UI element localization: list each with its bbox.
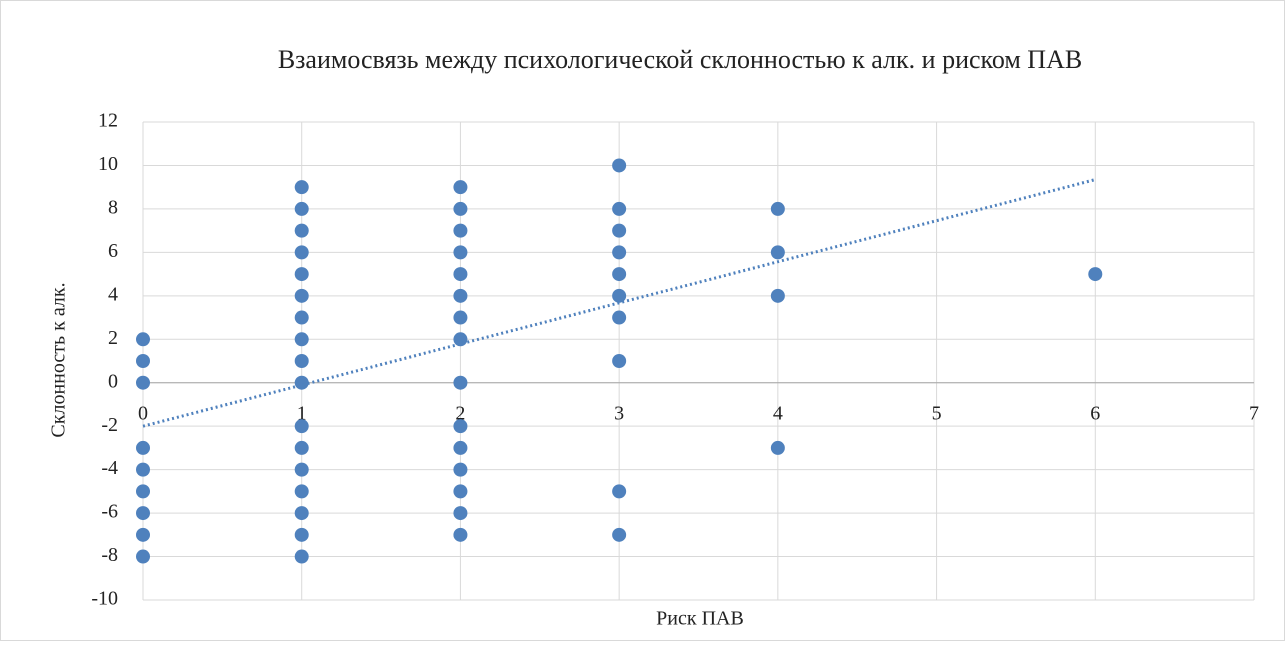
data-point: [294, 549, 309, 564]
data-point: [770, 245, 785, 260]
data-point: [770, 201, 785, 216]
data-point: [294, 419, 309, 434]
chart-title: Взаимосвязь между психологической склонн…: [278, 45, 1082, 74]
data-point: [294, 180, 309, 195]
x-tick-label: 1: [297, 402, 307, 424]
data-point: [294, 375, 309, 390]
data-point: [294, 506, 309, 521]
data-point: [612, 201, 627, 216]
data-point: [294, 440, 309, 455]
y-tick-label: 8: [108, 197, 118, 219]
data-point: [612, 484, 627, 499]
data-point: [136, 506, 150, 521]
data-point: [612, 158, 627, 173]
data-point: [453, 419, 468, 434]
data-point: [453, 332, 468, 347]
data-point: [294, 310, 309, 325]
y-tick-label: -8: [101, 544, 118, 566]
data-point: [136, 527, 150, 542]
data-point: [294, 288, 309, 303]
data-point: [453, 440, 468, 455]
x-tick-label: 7: [1249, 402, 1259, 424]
x-tick-label: 2: [455, 402, 465, 424]
data-point: [294, 484, 309, 499]
y-tick-label: 2: [108, 327, 118, 349]
data-point: [136, 484, 150, 499]
data-point: [1088, 267, 1103, 282]
y-tick-label: -6: [101, 501, 118, 523]
data-point: [294, 354, 309, 368]
x-tick-label: 5: [932, 402, 942, 424]
data-point: [294, 332, 309, 347]
data-point: [453, 310, 468, 325]
y-tick-label: 4: [108, 283, 118, 305]
data-point: [136, 354, 150, 368]
data-point: [136, 462, 150, 477]
data-point: [453, 180, 468, 195]
data-point: [612, 267, 627, 282]
data-point: [453, 527, 468, 542]
y-axis-title: Склонность к алк.: [48, 282, 70, 437]
x-tick-label: 3: [614, 402, 624, 424]
data-point: [612, 310, 627, 325]
y-tick-label: -4: [101, 457, 118, 479]
data-point: [612, 354, 627, 368]
x-axis-title: Риск ПАВ: [656, 608, 744, 630]
data-point: [136, 375, 150, 390]
data-point: [453, 267, 468, 282]
data-point: [612, 245, 627, 260]
data-point: [453, 484, 468, 499]
data-point: [453, 462, 468, 477]
data-point: [612, 223, 627, 238]
data-point: [294, 245, 309, 260]
x-tick-label: 6: [1090, 402, 1100, 424]
data-point: [136, 549, 150, 564]
y-tick-label: 6: [108, 240, 118, 262]
data-point: [136, 332, 150, 347]
data-point: [453, 245, 468, 260]
data-point: [453, 506, 468, 521]
data-point: [612, 527, 627, 542]
x-tick-label: 4: [773, 402, 783, 424]
data-point: [294, 223, 309, 238]
y-tick-label: -2: [101, 414, 118, 436]
y-tick-label: 10: [98, 153, 118, 175]
data-point: [294, 527, 309, 542]
trendline: [142, 178, 1096, 428]
data-point: [453, 201, 468, 216]
x-tick-label: 0: [138, 402, 148, 424]
data-point: [294, 462, 309, 477]
data-point: [770, 440, 785, 455]
data-point: [453, 288, 468, 303]
data-point: [453, 375, 468, 390]
y-tick-label: -10: [91, 588, 118, 610]
data-point: [770, 288, 785, 303]
data-point: [612, 288, 627, 303]
y-tick-label: 0: [108, 370, 118, 392]
data-point: [294, 267, 309, 282]
y-tick-label: 12: [98, 110, 118, 132]
data-point: [294, 201, 309, 216]
data-point: [453, 223, 468, 238]
data-point: [136, 440, 150, 455]
